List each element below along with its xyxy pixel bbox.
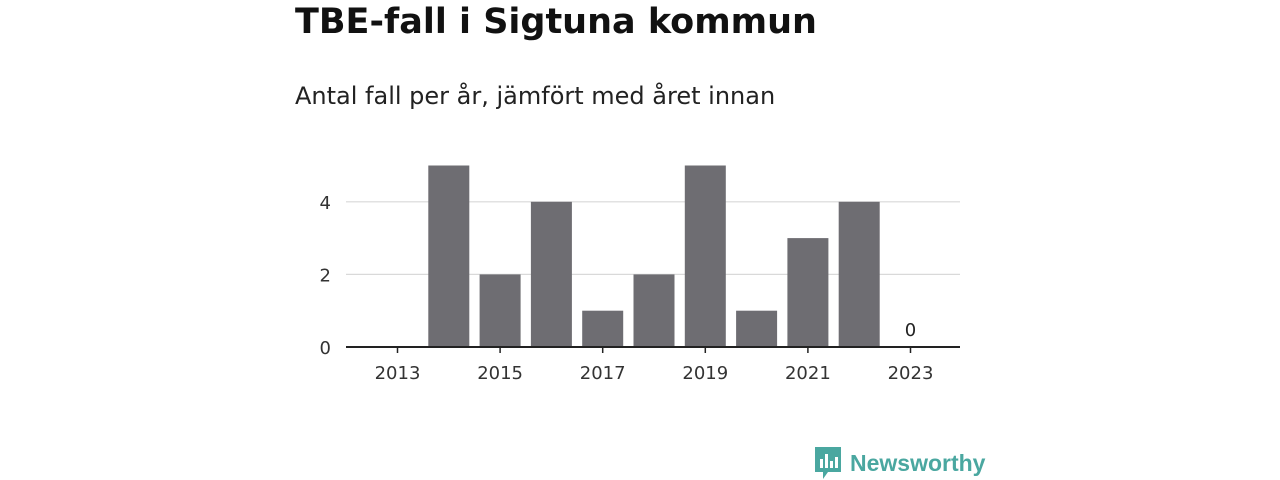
data-label-2023: 0 [905, 320, 916, 341]
x-tick-label: 2015 [477, 363, 523, 384]
x-tick-label: 2017 [580, 363, 626, 384]
y-tick-label: 0 [320, 338, 331, 359]
chart-subtitle: Antal fall per år, jämfört med året inna… [295, 82, 776, 110]
bar-2016 [530, 201, 572, 347]
bar-2018 [633, 274, 675, 347]
y-tick-label: 4 [320, 193, 331, 214]
bar-2022 [838, 201, 880, 347]
x-tick-label: 2021 [785, 363, 831, 384]
bar-2021 [787, 238, 829, 347]
x-tick-label: 2023 [888, 363, 934, 384]
bars [428, 165, 880, 347]
axes [346, 346, 960, 353]
newsworthy-logo-icon [815, 447, 841, 479]
brand-logo: Newsworthy [814, 446, 985, 480]
bar-2019 [684, 165, 726, 347]
bar-2014 [428, 165, 470, 347]
labels: 0 2 4 2013 2015 2017 2019 2021 2023 0 [320, 193, 934, 384]
y-tick-label: 2 [320, 265, 331, 286]
bar-2017 [582, 310, 624, 347]
brand-name: Newsworthy [850, 449, 986, 476]
bar-2015 [479, 274, 521, 347]
bar-2020 [736, 310, 778, 347]
chart-title: TBE-fall i Sigtuna kommun [295, 2, 817, 42]
x-tick-label: 2013 [375, 363, 421, 384]
x-tick-label: 2019 [682, 363, 728, 384]
